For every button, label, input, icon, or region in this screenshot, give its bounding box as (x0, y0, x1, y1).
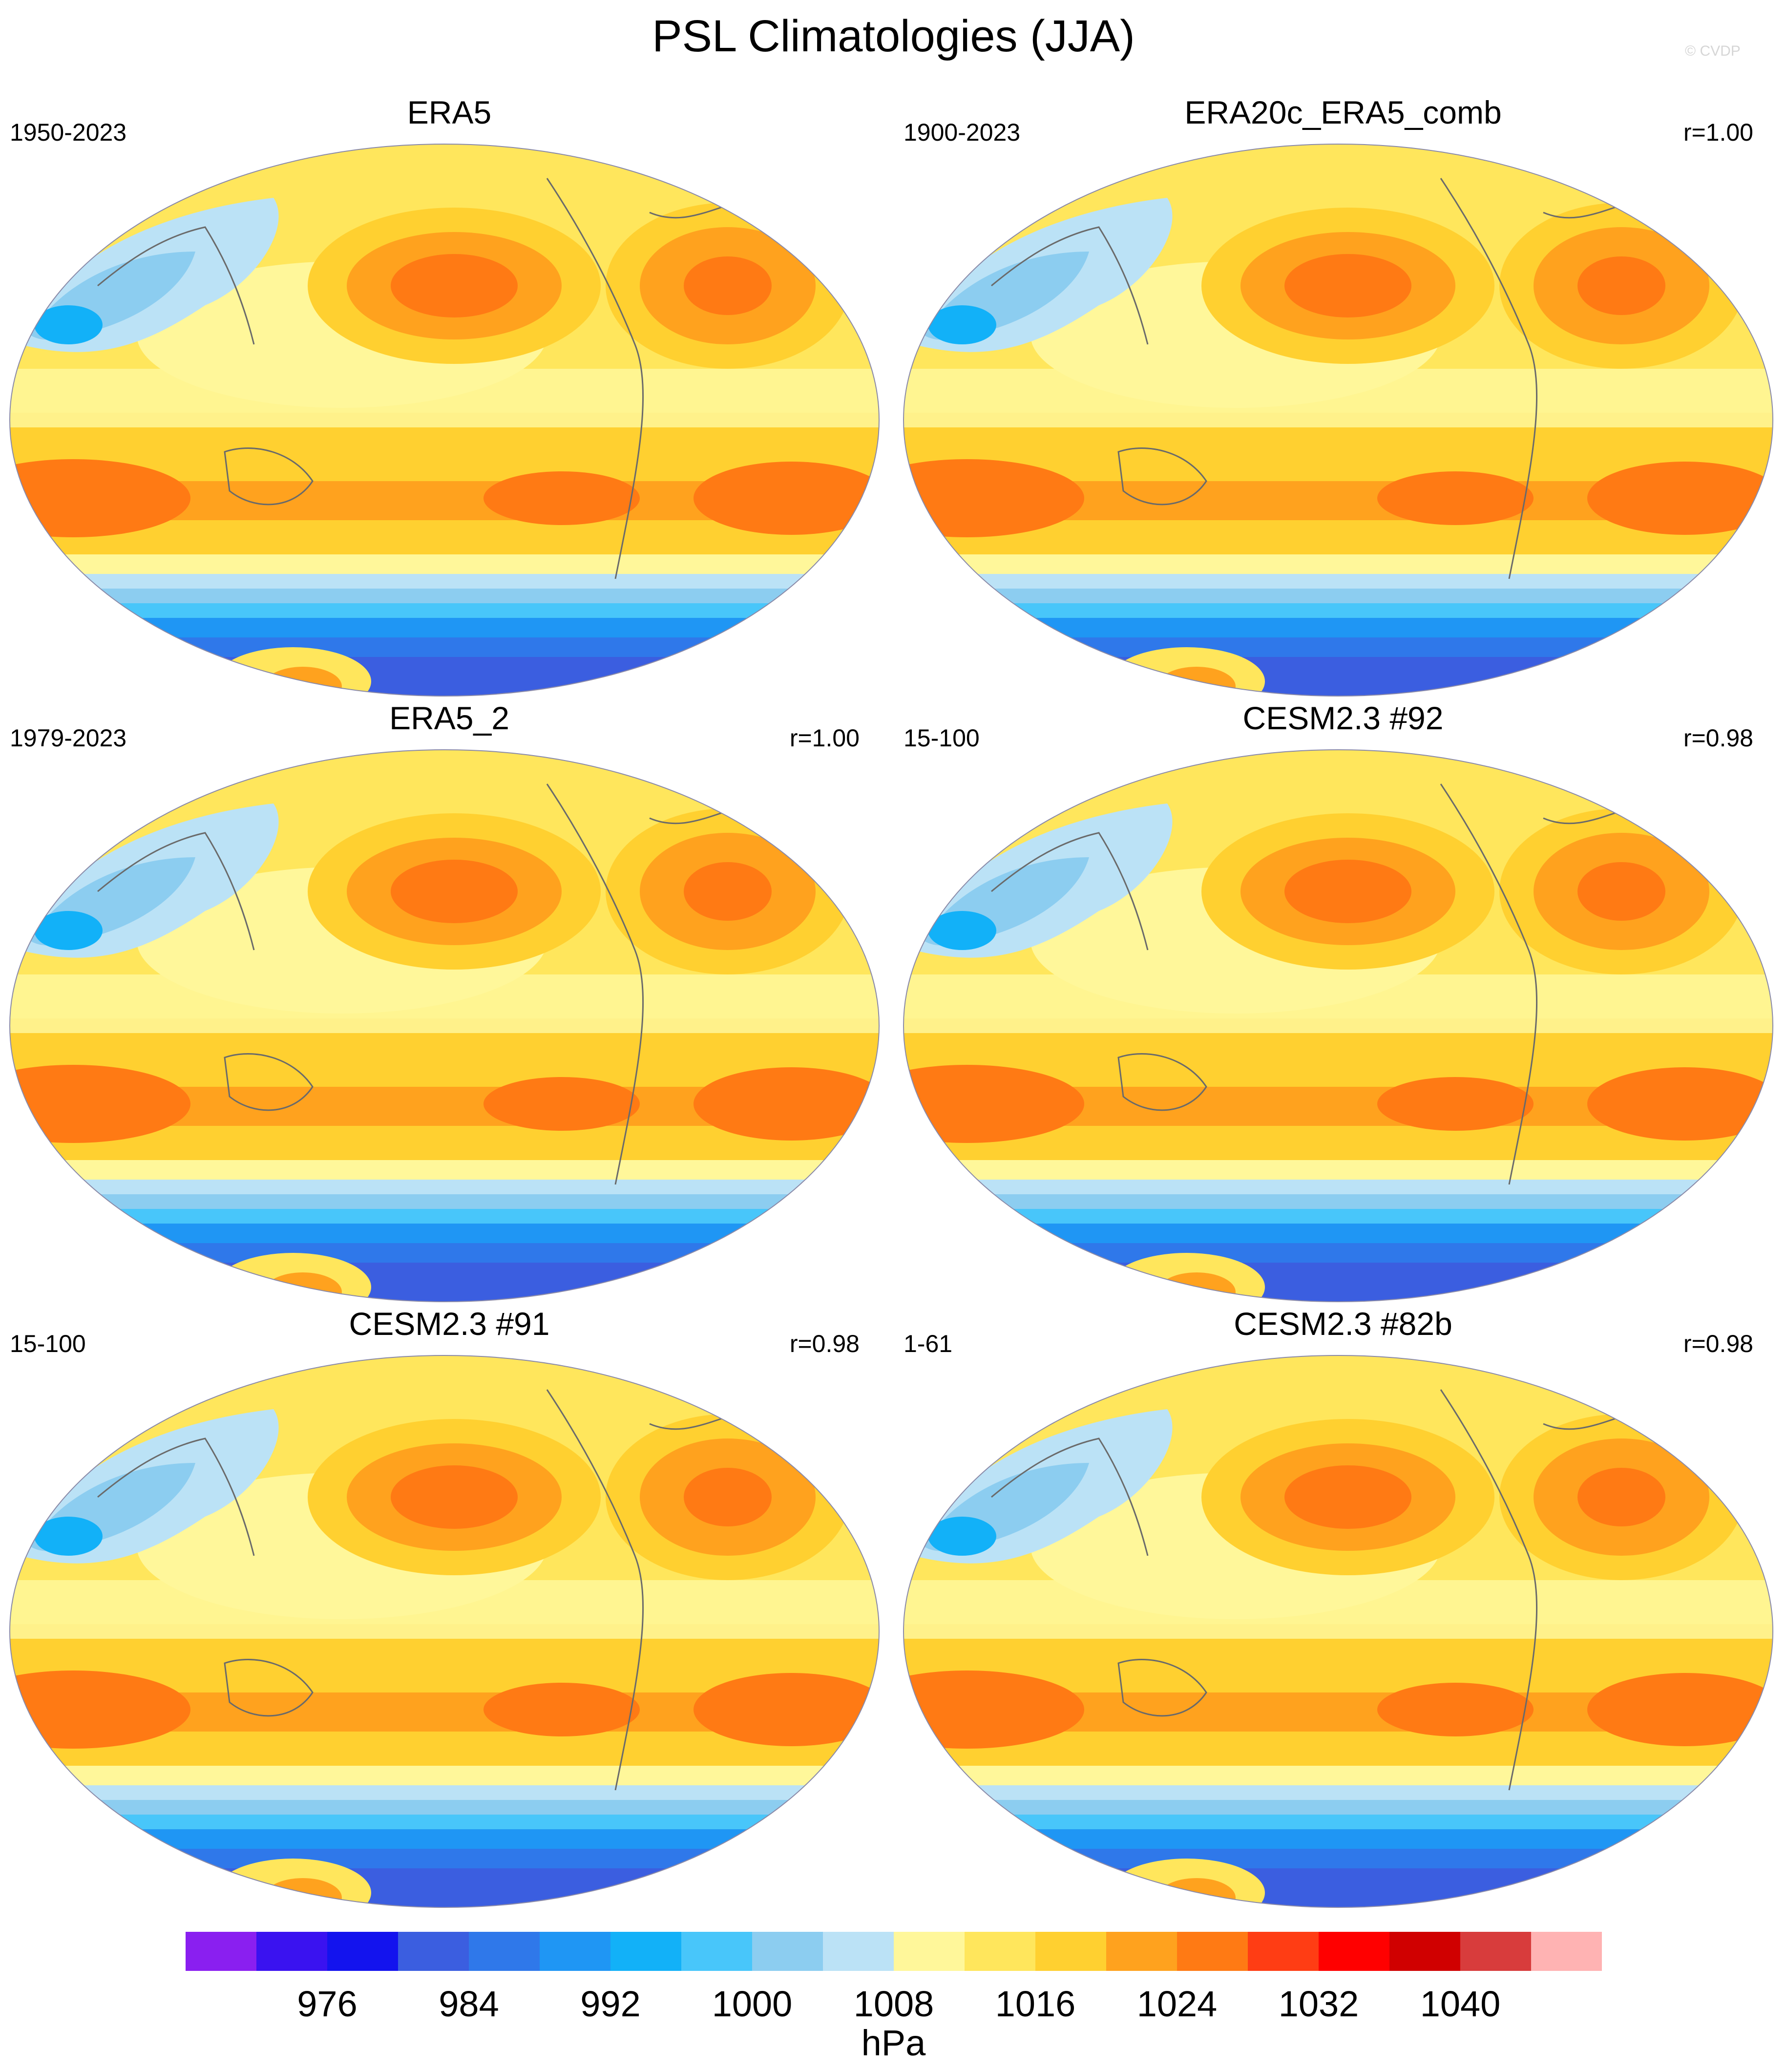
colorbar-tick-label: 984 (439, 1984, 499, 2024)
panel-title: ERA20c_ERA5_comb (1184, 94, 1502, 130)
colorbar-swatch (752, 1932, 823, 1971)
psl-map (903, 144, 1773, 697)
colorbar-swatch (681, 1932, 753, 1971)
panel-title: ERA5 (407, 94, 492, 130)
panel-correlation-label: r=1.00 (1683, 119, 1753, 146)
colorbar-swatch (1460, 1932, 1532, 1971)
panel-correlation-label: r=0.98 (1683, 1330, 1753, 1357)
panel-title: CESM2.3 #92 (1242, 700, 1444, 736)
colorbar-swatch (1389, 1932, 1461, 1971)
panel-period-label: 15-100 (904, 724, 980, 752)
colorbar-swatch (965, 1932, 1036, 1971)
panel-period-label: 15-100 (10, 1330, 86, 1357)
colorbar-swatch (1035, 1932, 1107, 1971)
colorbar-swatch (894, 1932, 965, 1971)
colorbar-tick-label: 1016 (995, 1984, 1076, 2024)
colorbar-swatch (1106, 1932, 1177, 1971)
colorbar-tick-label: 1008 (853, 1984, 934, 2024)
colorbar-swatch (256, 1932, 328, 1971)
panel-correlation-label: r=0.98 (789, 1330, 860, 1357)
psl-map (9, 749, 880, 1302)
panel-title: CESM2.3 #91 (349, 1306, 550, 1342)
panel-period-label: 1900-2023 (904, 119, 1021, 146)
colorbar-swatch (398, 1932, 469, 1971)
panel-correlation-label: r=0.98 (1683, 724, 1753, 752)
watermark: © CVDP (1685, 43, 1741, 59)
map-panel-era5-2: ERA5_2 1979-2023 r=1.00 (0, 698, 899, 1304)
colorbar-tick-label: 1000 (712, 1984, 793, 2024)
colorbar-swatch (610, 1932, 682, 1971)
panel-title: ERA5_2 (389, 700, 509, 736)
psl-map (903, 749, 1773, 1302)
panel-period-label: 1950-2023 (10, 119, 127, 146)
panel-period-label: 1-61 (904, 1330, 953, 1357)
map-panel-cesm23-91: CESM2.3 #91 15-100 r=0.98 (0, 1304, 899, 1910)
colorbar-swatch (327, 1932, 399, 1971)
colorbar-tick-label: 976 (297, 1984, 357, 2024)
colorbar-swatch (540, 1932, 611, 1971)
colorbar-tick-label: 1032 (1278, 1984, 1359, 2024)
panel-correlation-label: r=1.00 (789, 724, 860, 752)
psl-map (9, 144, 880, 697)
colorbar-swatch (1248, 1932, 1319, 1971)
colorbar-swatch (469, 1932, 540, 1971)
colorbar (186, 1932, 1602, 1971)
colorbar-swatch (186, 1932, 257, 1971)
colorbar-tick-label: 1040 (1420, 1984, 1501, 2024)
panel-period-label: 1979-2023 (10, 724, 127, 752)
colorbar-tick-label: 992 (580, 1984, 641, 2024)
units-label: hPa (861, 2023, 926, 2063)
psl-map (903, 1355, 1773, 1908)
map-panel-cesm23-82b: CESM2.3 #82b 1-61 r=0.98 (894, 1304, 1787, 1910)
panel-title: CESM2.3 #82b (1234, 1306, 1452, 1342)
psl-map (9, 1355, 880, 1908)
colorbar-tick-label: 1024 (1136, 1984, 1218, 2024)
colorbar-swatch (823, 1932, 894, 1971)
map-panel-cesm23-92: CESM2.3 #92 15-100 r=0.98 (894, 698, 1787, 1304)
figure-title: PSL Climatologies (JJA) (652, 11, 1135, 61)
colorbar-swatch (1531, 1932, 1602, 1971)
colorbar-swatch (1319, 1932, 1390, 1971)
colorbar-swatch (1177, 1932, 1248, 1971)
map-panel-era5: ERA5 1950-2023 (0, 93, 899, 698)
map-panel-era20c-era5-comb: ERA20c_ERA5_comb 1900-2023 r=1.00 (894, 93, 1787, 698)
